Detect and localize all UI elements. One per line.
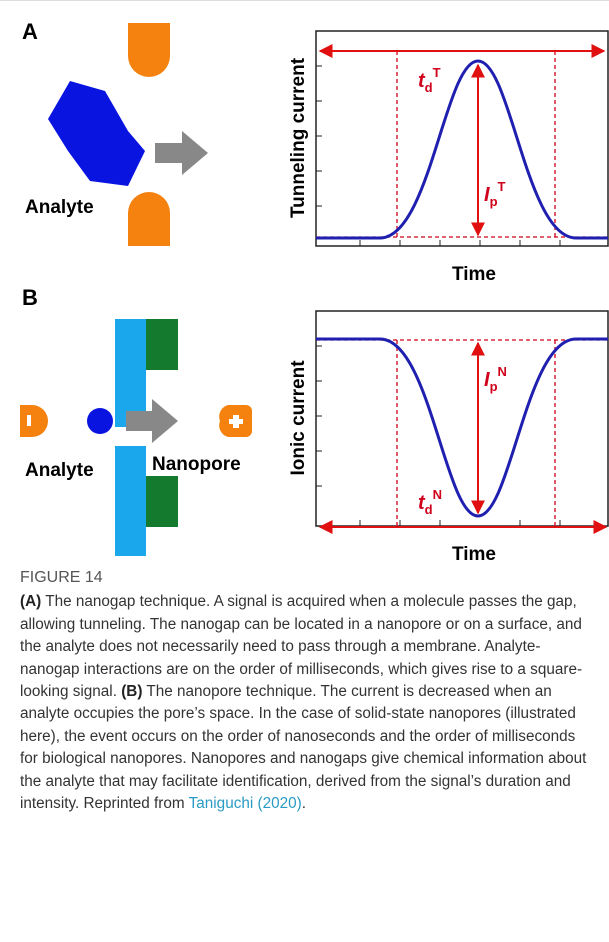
electrode <box>146 476 178 527</box>
panel-letter: A <box>22 19 38 44</box>
signal-curve <box>316 61 608 238</box>
x-axis-label: Time <box>452 544 496 561</box>
analyte-label: Analyte <box>25 197 94 218</box>
membrane <box>115 446 146 556</box>
negative-electrode <box>20 405 48 437</box>
y-axis-label: Ionic current <box>288 360 309 476</box>
electrode <box>128 23 170 77</box>
x-axis-label: Time <box>452 264 496 285</box>
analyte-shape <box>48 81 145 186</box>
electrode <box>128 192 170 246</box>
figure-label: FIGURE 14 <box>20 567 592 589</box>
guides <box>316 51 608 238</box>
caption-bold: (A) <box>20 593 41 610</box>
panel-letter: B <box>22 285 38 310</box>
figure: A Analyte tdT IpT Tunneling current Time… <box>0 1 609 561</box>
page: A Analyte tdT IpT Tunneling current Time… <box>0 0 609 942</box>
arrow <box>155 131 208 175</box>
caption-bold: (B) <box>121 683 142 700</box>
caption-part: The nanopore technique. The current is d… <box>20 683 586 812</box>
caption: FIGURE 14 (A) The nanogap technique. A s… <box>20 567 592 815</box>
analyte-label: Analyte <box>25 460 94 481</box>
plot-frame <box>316 31 608 246</box>
electrode <box>146 319 178 370</box>
duration-label: tdT <box>418 65 441 95</box>
caption-text: (A) The nanogap technique. A signal is a… <box>20 591 592 815</box>
peak-label: IpT <box>484 179 506 209</box>
minus-sign <box>27 415 31 426</box>
y-axis-label: Tunneling current <box>288 57 309 218</box>
guides <box>316 340 608 526</box>
membrane <box>115 319 146 427</box>
nanopore-label: Nanopore <box>152 454 241 475</box>
analyte-shape <box>87 408 113 434</box>
signal-curve <box>316 339 608 516</box>
duration-label: tdN <box>418 487 442 517</box>
caption-end: . <box>302 795 306 812</box>
reference-link[interactable]: Taniguchi (2020) <box>189 795 302 812</box>
peak-label: IpN <box>484 364 507 394</box>
